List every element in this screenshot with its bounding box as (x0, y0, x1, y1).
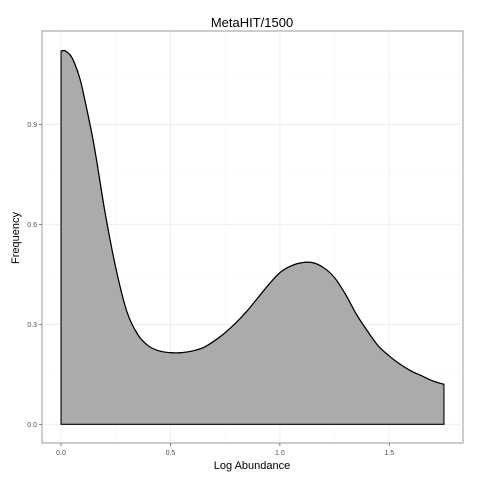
y-axis: 0.0 0.3 0.6 0.9 (27, 122, 42, 429)
x-tick-label: 0.0 (56, 450, 66, 457)
plot-panel (41, 30, 464, 444)
y-axis-title: Frequency (10, 212, 22, 264)
x-tick-label: 1.5 (384, 450, 394, 457)
x-axis-title: Log Abundance (214, 460, 290, 472)
y-tick-label: 0.3 (27, 322, 37, 329)
y-tick-label: 0.9 (27, 122, 37, 129)
density-curve (60, 49, 445, 385)
x-axis: 0.0 0.5 1.0 1.5 (56, 443, 394, 457)
x-tick-label: 0.5 (166, 450, 176, 457)
chart-title: MetaHIT/1500 (211, 15, 293, 30)
y-tick-label: 0.6 (27, 222, 37, 229)
y-tick-label: 0.0 (27, 422, 37, 429)
x-tick-label: 1.0 (275, 450, 285, 457)
